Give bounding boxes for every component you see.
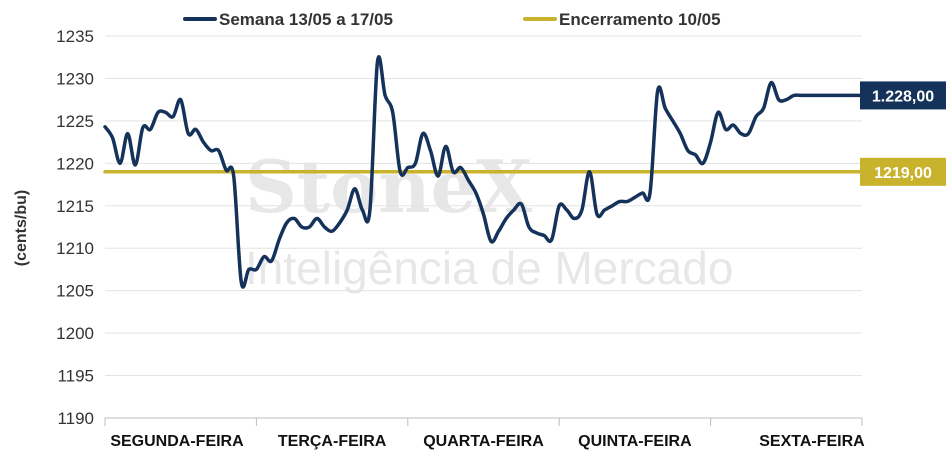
watermark: StoneX Inteligência de Mercado	[245, 144, 733, 294]
legend: Semana 13/05 a 17/05 Encerramento 10/05	[183, 10, 721, 29]
x-axis: SEGUNDA-FEIRA TERÇA-FEIRA QUARTA-FEIRA QUIN…	[104, 417, 865, 450]
series-line-week	[103, 55, 864, 289]
y-tick-label: 1195	[57, 367, 94, 386]
x-category-label: SEXTA-FEIRA	[759, 433, 865, 450]
watermark-brand: StoneX	[245, 144, 532, 229]
series-layer	[103, 55, 864, 289]
y-axis: 1190 1195 1200 1205 1210 1215 1220 1225 1230 1235	[56, 27, 94, 428]
end-badge-label: 1.228,00	[872, 88, 934, 105]
y-axis-title: (cents/bu)	[13, 190, 30, 266]
y-tick-label: 1205	[56, 282, 94, 301]
end-badge-label: 1219,00	[874, 165, 932, 182]
x-category-label: SEGUNDA-FEIRA	[110, 433, 244, 450]
end-value-badges: 1.228,00 1219,00	[860, 81, 946, 186]
y-tick-label: 1225	[56, 112, 94, 131]
end-badge-week	[860, 81, 946, 110]
x-category-label: QUINTA-FEIRA	[578, 433, 692, 450]
y-tick-label: 1215	[56, 197, 94, 216]
legend-label: Semana 13/05 a 17/05	[219, 10, 393, 29]
y-tick-label: 1190	[57, 409, 94, 428]
y-tick-label: 1210	[56, 239, 94, 258]
gridlines	[105, 35, 862, 377]
y-tick-label: 1200	[56, 324, 94, 343]
end-badge-close	[860, 157, 946, 186]
y-tick-label: 1220	[56, 154, 94, 173]
x-category-label: TERÇA-FEIRA	[278, 433, 387, 450]
y-tick-label: 1230	[56, 69, 94, 88]
legend-label: Encerramento 10/05	[559, 10, 721, 29]
y-tick-label: 1235	[56, 27, 94, 46]
watermark-tagline: Inteligência de Mercado	[245, 242, 733, 294]
x-category-label: QUARTA-FEIRA	[423, 433, 544, 450]
